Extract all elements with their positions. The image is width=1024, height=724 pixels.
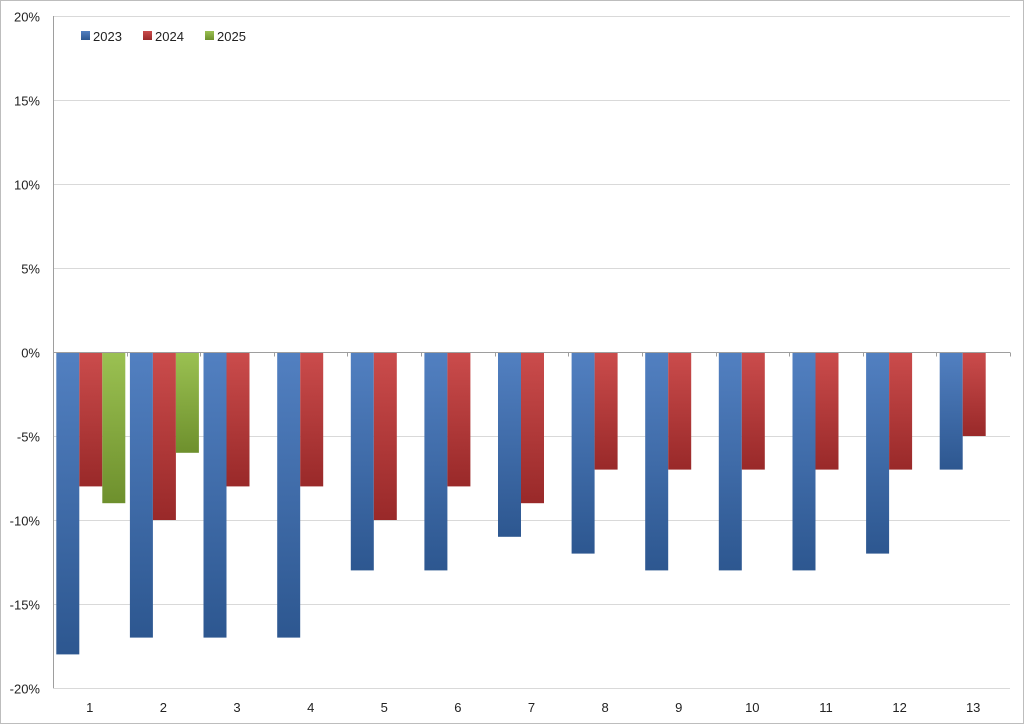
y-tick-label: -5% [17, 430, 41, 445]
bar-2024-9 [668, 352, 692, 470]
axes: 20%15%10%5%0%-5%-10%-15%-20%1 2 3 4 5 6 7 8 9 10 1… [10, 10, 1011, 715]
y-tick-label: -10% [10, 514, 41, 529]
x-tick-label: 9 [675, 700, 682, 715]
bar-2024-2 [152, 352, 176, 520]
bar-2023-4 [277, 352, 301, 638]
x-tick-label: 4 [307, 700, 314, 715]
y-tick-label: 20% [14, 10, 40, 25]
y-tick-label: 0% [21, 346, 40, 361]
legend-swatch-2023 [81, 31, 90, 40]
legend: 2023 2024 2025 [81, 29, 246, 44]
bar-2024-3 [226, 352, 250, 487]
x-tick-label: 13 [966, 700, 980, 715]
legend-label-2025: 2025 [217, 29, 246, 44]
bar-2024-11 [815, 352, 839, 470]
x-tick-label: 1 [86, 700, 93, 715]
bar-2023-11 [792, 352, 816, 571]
x-tick-label: 5 [381, 700, 388, 715]
bar-2024-12 [889, 352, 913, 470]
bar-2023-10 [718, 352, 742, 571]
y-tick-label: -15% [10, 598, 41, 613]
bar-2024-6 [447, 352, 471, 487]
x-tick-label: 3 [233, 700, 240, 715]
legend-label-2023: 2023 [93, 29, 122, 44]
bar-2024-10 [741, 352, 765, 470]
bar-2023-2 [129, 352, 153, 638]
legend-swatch-2025 [205, 31, 214, 40]
x-tick-label: 2 [160, 700, 167, 715]
bar-2023-6 [424, 352, 448, 571]
bars [56, 352, 986, 655]
y-tick-label: -20% [10, 682, 41, 697]
bar-2024-13 [962, 352, 986, 436]
x-tick-label: 11 [819, 700, 833, 715]
x-tick-label: 6 [454, 700, 461, 715]
x-tick-label: 12 [892, 700, 906, 715]
y-tick-label: 5% [21, 262, 40, 277]
bar-2023-5 [350, 352, 374, 571]
bar-2023-7 [498, 352, 521, 537]
bar-2025-2 [175, 352, 199, 453]
bar-2024-5 [373, 352, 397, 520]
bar-2023-9 [645, 352, 669, 571]
bar-2023-3 [203, 352, 227, 638]
x-tick-label: 10 [745, 700, 759, 715]
bar-2024-1 [79, 352, 103, 487]
y-tick-label: 10% [14, 178, 40, 193]
legend-label-2024: 2024 [155, 29, 184, 44]
bar-2023-12 [866, 352, 890, 554]
x-tick-label: 7 [528, 700, 535, 715]
bar-2024-8 [594, 352, 618, 470]
bar-2023-1 [56, 352, 80, 655]
bar-2023-13 [939, 352, 963, 470]
bar-2024-7 [521, 352, 544, 504]
bar-2023-8 [571, 352, 595, 554]
bar-2024-4 [300, 352, 324, 487]
x-tick-label: 8 [601, 700, 608, 715]
legend-swatch-2024 [143, 31, 152, 40]
y-tick-label: 15% [14, 94, 40, 109]
bar-2025-1 [102, 352, 126, 504]
